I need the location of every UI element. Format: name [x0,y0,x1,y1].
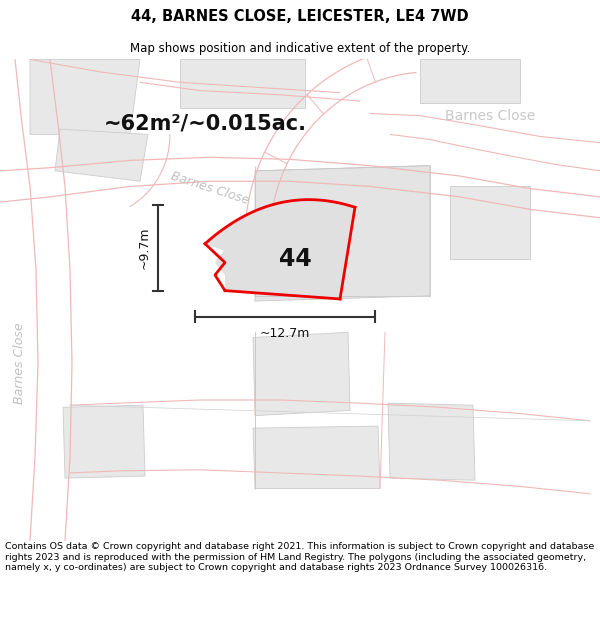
Polygon shape [388,403,475,480]
Text: 44, BARNES CLOSE, LEICESTER, LE4 7WD: 44, BARNES CLOSE, LEICESTER, LE4 7WD [131,9,469,24]
Text: Barnes Close: Barnes Close [169,170,251,208]
Polygon shape [205,208,355,299]
Polygon shape [55,129,148,181]
Polygon shape [420,59,520,103]
Polygon shape [63,405,145,478]
Text: ~12.7m: ~12.7m [260,327,310,340]
Polygon shape [205,199,355,244]
Text: Barnes Close: Barnes Close [13,322,26,404]
Polygon shape [30,59,140,134]
Polygon shape [450,186,530,259]
Polygon shape [253,332,350,416]
Text: Barnes Close: Barnes Close [445,109,535,122]
Polygon shape [253,426,380,489]
Text: Map shows position and indicative extent of the property.: Map shows position and indicative extent… [130,42,470,55]
Text: ~62m²/~0.015ac.: ~62m²/~0.015ac. [104,114,307,134]
Text: Contains OS data © Crown copyright and database right 2021. This information is : Contains OS data © Crown copyright and d… [5,542,594,572]
Polygon shape [180,59,305,108]
Polygon shape [255,166,430,301]
Text: 44: 44 [278,248,311,271]
Text: ~9.7m: ~9.7m [137,227,151,269]
Polygon shape [205,208,355,299]
